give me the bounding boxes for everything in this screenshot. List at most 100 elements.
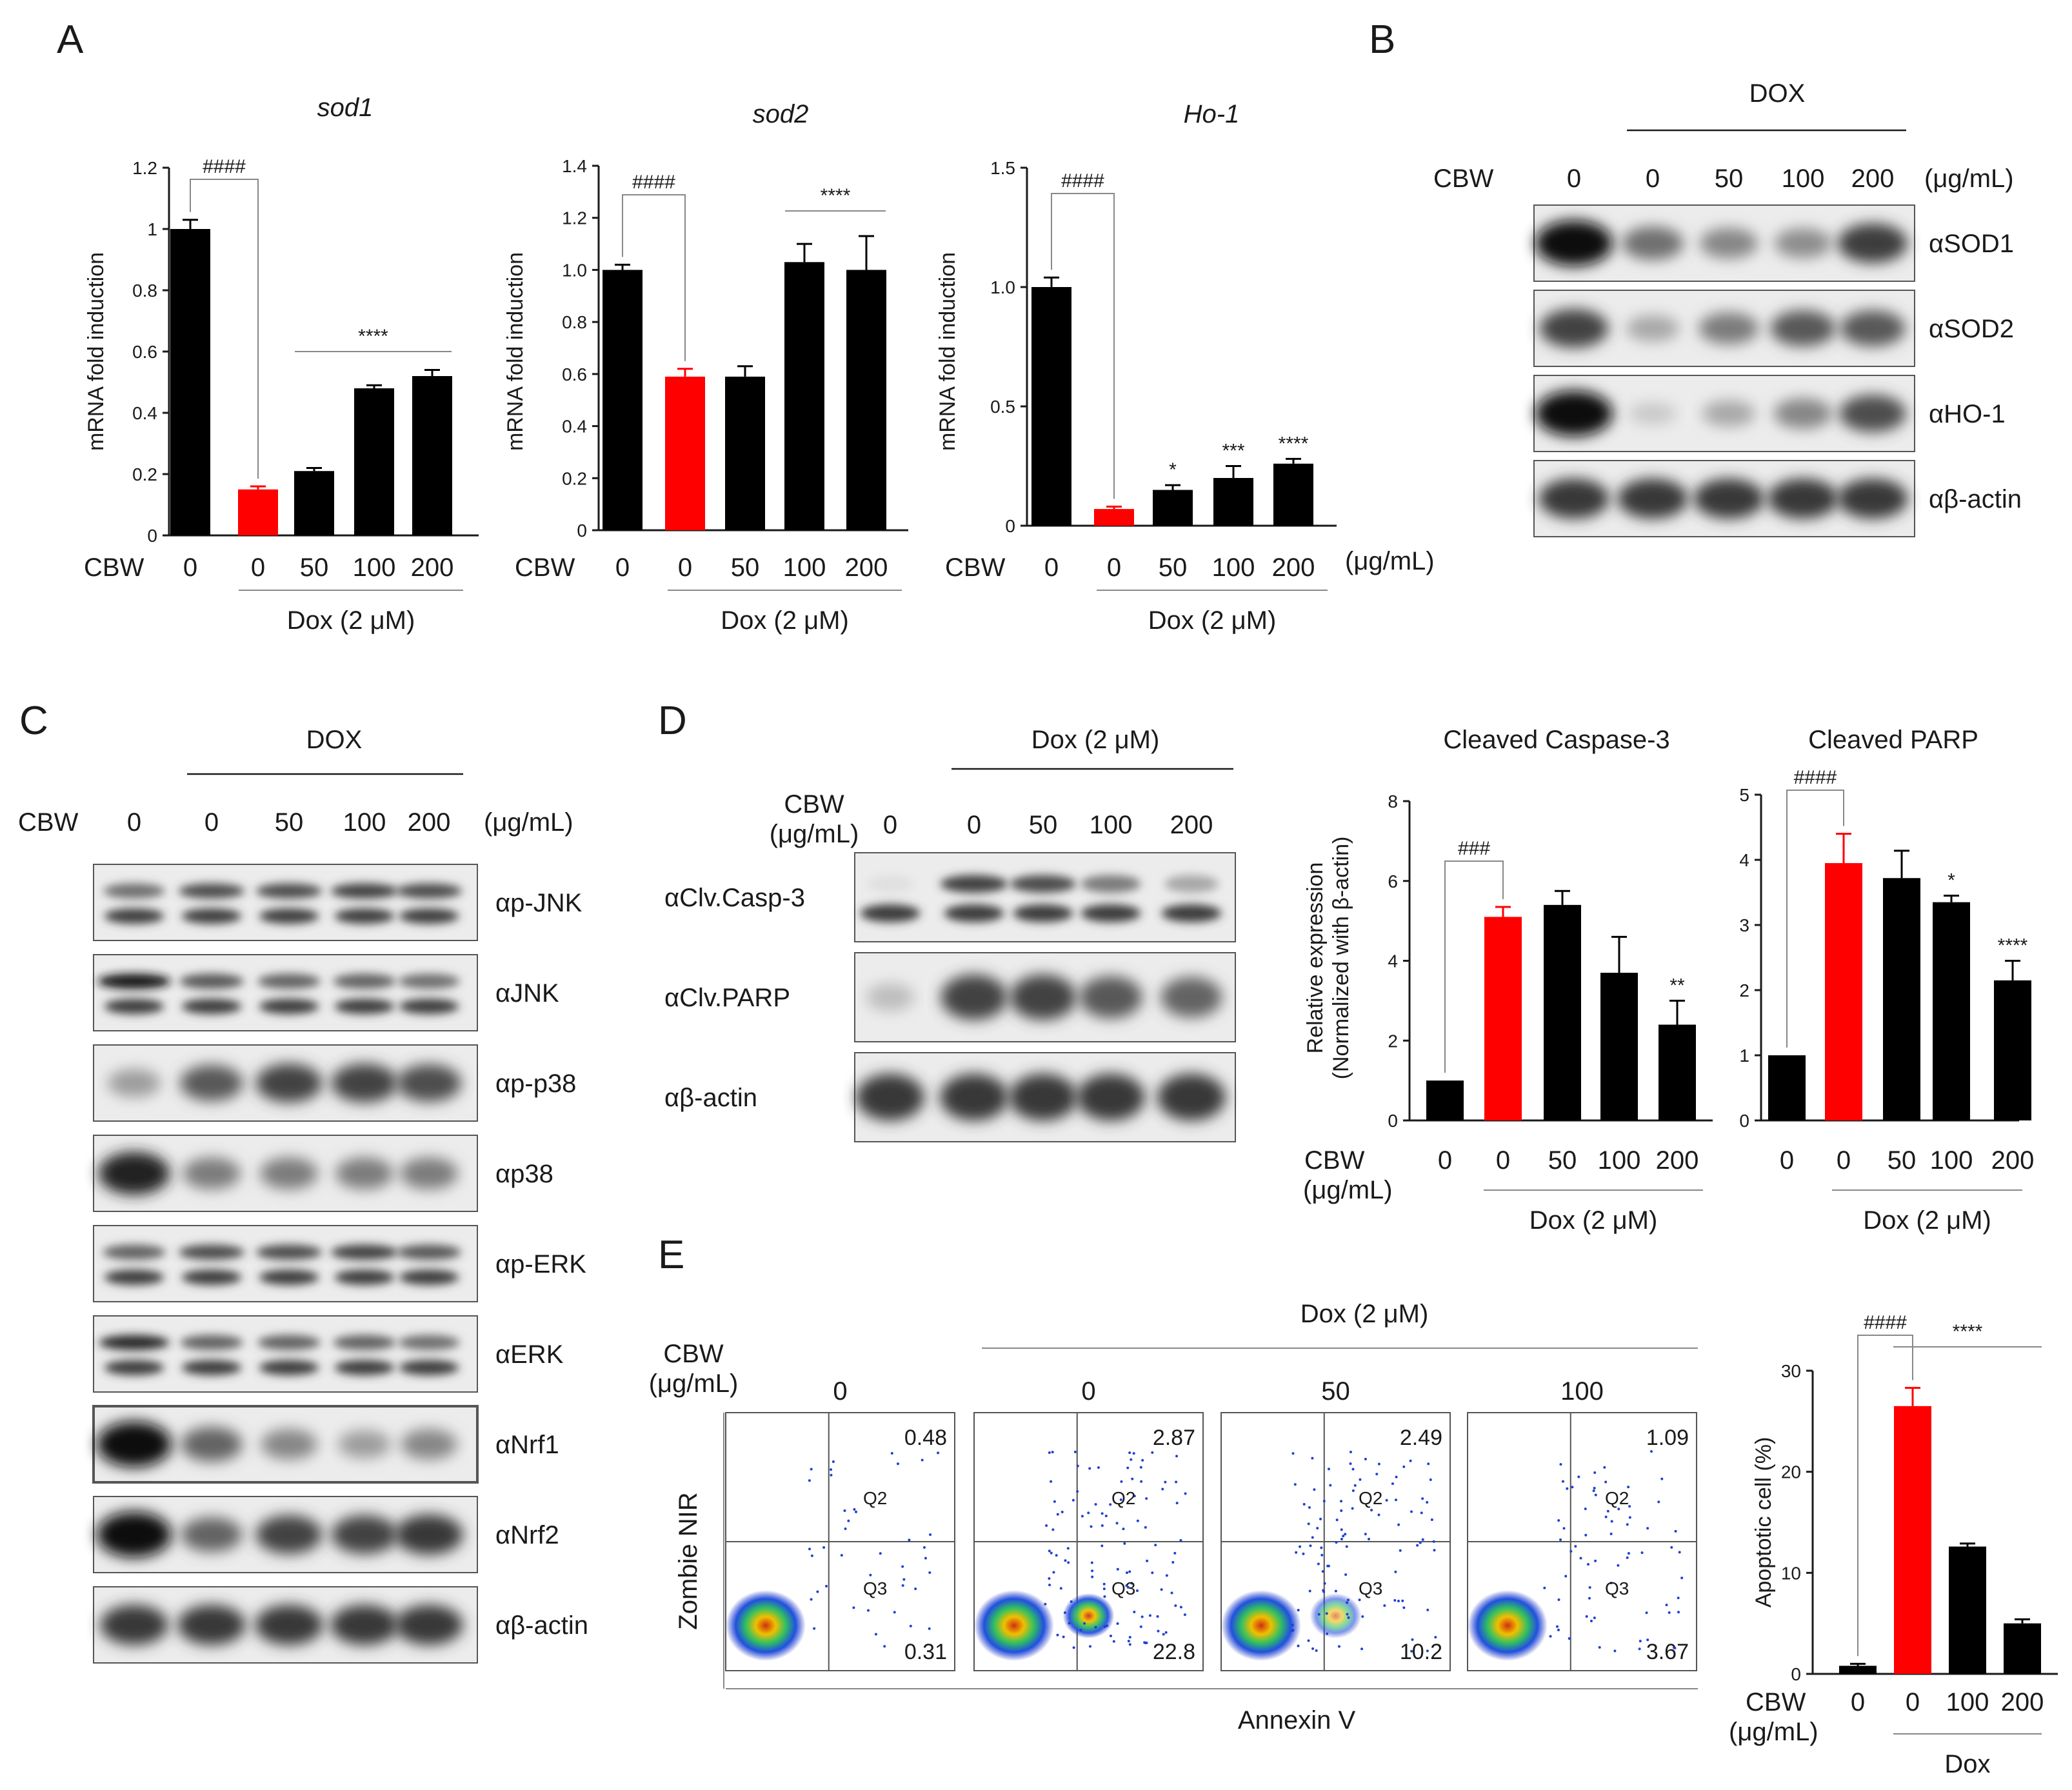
blot-row: αNrf1	[92, 1405, 559, 1484]
flow-q2-value: 2.49	[1400, 1426, 1442, 1450]
blot-band	[100, 1604, 168, 1646]
flow-event	[1079, 1629, 1082, 1632]
flow-event	[1297, 1609, 1300, 1612]
flow-event	[1073, 1450, 1077, 1453]
blot-band	[104, 1269, 164, 1286]
flow-event	[1070, 1600, 1073, 1603]
flow-event	[1308, 1589, 1311, 1593]
flow-event	[1321, 1570, 1324, 1573]
category-label: 200	[1656, 1146, 1699, 1175]
blot-band	[255, 1604, 323, 1646]
flow-event	[1351, 1507, 1354, 1510]
flow-event	[844, 1527, 847, 1531]
category-label: 50	[731, 553, 760, 582]
blot-band	[1622, 226, 1684, 260]
blot-band	[941, 974, 1008, 1020]
y-tick-label: 1.2	[562, 208, 587, 228]
flow-q2-value: 1.09	[1646, 1426, 1689, 1450]
blot-band	[400, 1157, 458, 1189]
blot-row: αp38	[93, 1135, 553, 1212]
flow-event	[1594, 1559, 1597, 1562]
flow-event	[1132, 1452, 1135, 1455]
y-tick-label: 30	[1781, 1361, 1801, 1381]
blot-band	[401, 1429, 457, 1460]
significance-bracket	[1051, 193, 1115, 499]
flow-event	[1391, 1482, 1394, 1486]
flow-event	[1556, 1625, 1559, 1628]
flow-event	[1160, 1588, 1163, 1591]
blot-row: αERK	[93, 1315, 564, 1393]
blot-b-unit-label: (μg/mL)	[1924, 164, 2014, 193]
category-label: 0	[615, 553, 630, 582]
flow-event	[1322, 1590, 1326, 1593]
blot-row: αp-JNK	[93, 864, 583, 941]
blot-membrane	[93, 954, 478, 1031]
blot-c-conc-label: 0	[127, 808, 141, 837]
blot-b-conc-label: 0	[1567, 164, 1581, 193]
flow-event	[1426, 1608, 1429, 1611]
category-label: 100	[783, 553, 826, 582]
blot-label: αp-JNK	[495, 889, 583, 917]
flow-event	[1076, 1490, 1079, 1493]
flow-event	[1175, 1502, 1179, 1505]
flow-event	[1433, 1549, 1436, 1552]
flow-event	[1183, 1613, 1186, 1616]
flow-event	[816, 1590, 819, 1593]
flow-event	[1584, 1533, 1588, 1536]
blot-label: αSOD1	[1929, 230, 2014, 258]
flow-event	[1562, 1480, 1565, 1483]
blot-band	[333, 1335, 396, 1351]
flow-gate-q3: Q3	[863, 1578, 887, 1598]
blot-d-unit-label: (μg/mL)	[770, 820, 859, 848]
flow-event	[1401, 1599, 1404, 1602]
y-tick-label: 0	[577, 521, 587, 541]
a1-cbw-label: CBW	[84, 553, 144, 582]
flow-e: Dox (2 μM) CBW (μg/mL) Annexin V Zombie …	[649, 1300, 1698, 1735]
y-tick-label: 0.8	[132, 281, 157, 301]
flow-event	[1061, 1510, 1064, 1513]
flow-event	[1125, 1571, 1128, 1575]
y-tick-label: 1.0	[990, 277, 1015, 297]
flow-event	[1335, 1541, 1338, 1544]
flow-event	[890, 1452, 893, 1455]
flow-event	[1097, 1466, 1100, 1469]
blot-band	[1626, 315, 1680, 342]
blot-band	[944, 904, 1004, 922]
blot-band	[866, 983, 915, 1011]
e-chart-cbw-label: CBW	[1746, 1688, 1806, 1716]
category-label: 100	[1212, 553, 1255, 582]
flow-event	[1316, 1527, 1319, 1530]
panel-letter-b: B	[1369, 17, 1395, 62]
flow-event	[1584, 1507, 1587, 1511]
flow-event	[1588, 1586, 1591, 1589]
flow-event	[1052, 1571, 1055, 1574]
flow-event	[1665, 1604, 1668, 1607]
y-tick-label: 3	[1739, 915, 1749, 935]
flow-event	[1173, 1551, 1177, 1555]
flow-event	[1315, 1649, 1318, 1652]
blot-membrane	[93, 1225, 478, 1302]
category-label: 50	[1888, 1146, 1917, 1175]
bar	[170, 229, 210, 535]
blot-c: DOX CBW 0 0 50 100 200 (μg/mL) αp-JNK αJN…	[18, 726, 588, 1664]
category-label: 200	[1991, 1146, 2035, 1175]
flow-event	[1416, 1544, 1419, 1547]
flow-event	[1347, 1616, 1350, 1619]
blot-band	[1699, 228, 1758, 259]
flow-event	[1062, 1635, 1065, 1638]
blot-band	[1837, 223, 1908, 263]
category-label: 0	[183, 553, 197, 582]
blot-label: αJNK	[495, 979, 559, 1008]
bar	[2004, 1623, 2041, 1674]
flow-event	[1393, 1598, 1397, 1602]
flow-event	[1628, 1505, 1631, 1508]
y-tick-label: 1.0	[562, 260, 587, 280]
y-tick-label: 20	[1781, 1462, 1801, 1482]
y-tick-label: 6	[1388, 871, 1398, 891]
blot-band	[1617, 478, 1688, 519]
blot-band	[331, 1063, 398, 1103]
flow-event	[1395, 1475, 1398, 1478]
blot-membrane	[93, 864, 478, 941]
flow-cbw-value: 50	[1321, 1377, 1350, 1406]
blot-band	[104, 1360, 164, 1376]
